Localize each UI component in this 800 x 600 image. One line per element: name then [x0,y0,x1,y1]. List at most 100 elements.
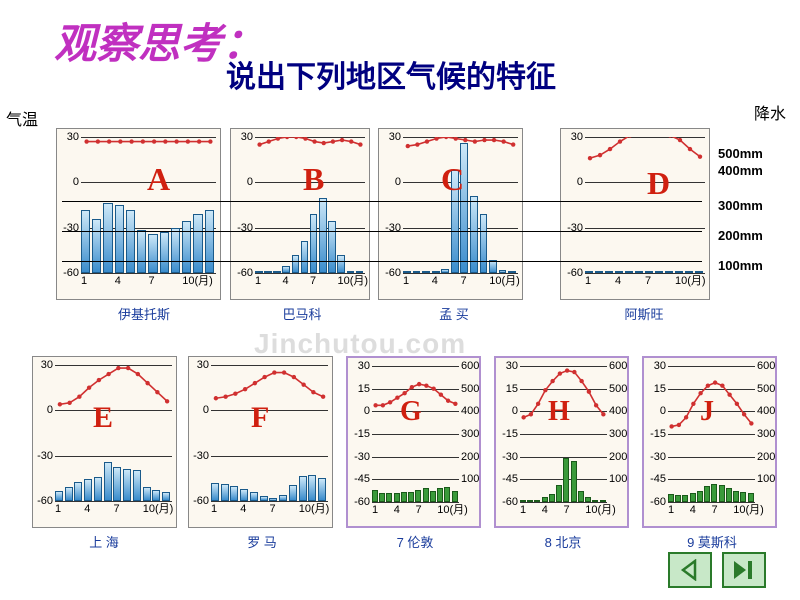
prev-button[interactable] [668,552,712,588]
precipitation-bars [520,366,607,502]
bar [84,479,92,501]
bar [655,271,663,273]
precipitation-bars [668,366,755,502]
bar [74,482,82,501]
y-right-tick-label: 200 [609,452,627,463]
bar [310,214,318,273]
bar [748,493,754,502]
plot-area: 300-30-6014710(月) [403,137,518,273]
climate-chart-D: 300-30-6014710(月)D [560,128,710,300]
next-button[interactable] [722,552,766,588]
bar [719,485,725,502]
y-tick-label: 15 [358,384,370,395]
precip-tick-label: 300mm [718,198,763,213]
bar [437,488,443,502]
bar [289,485,297,501]
y-tick-label: 30 [389,132,401,143]
y-tick-label: 30 [67,132,79,143]
x-tick-label: 1 [403,276,409,287]
y-tick-label: 0 [73,177,79,188]
bar [269,498,277,501]
bar [221,484,229,501]
x-tick-label: 7 [149,276,155,287]
bar [299,476,307,501]
y-right-tick-label: 300 [461,429,479,440]
x-tick-label: 7 [645,276,651,287]
x-tick-label: 4 [542,505,548,516]
bar [104,462,112,501]
climate-chart-H: 30150-15-30-45-6060050040030020010014710… [494,356,629,528]
left-axis-label: 气温 [6,106,38,130]
x-tick-label: 10(月) [143,504,174,515]
bar [585,497,591,502]
bar [115,205,124,273]
x-tick-label: 4 [690,505,696,516]
bar [635,271,643,273]
x-tick-label: 7 [712,505,718,516]
bar [675,271,683,273]
y-tick-label: -15 [354,429,370,440]
bar [740,492,746,502]
bar [592,500,598,502]
chart-location-name: 8 北京 [528,532,598,551]
bar [585,271,593,273]
y-tick-label: -45 [650,474,666,485]
chart-letter-A: A [147,161,170,198]
x-tick-label: 1 [55,504,61,515]
bar [264,271,272,273]
precip-tick-label: 400mm [718,163,763,178]
chart-letter-C: C [441,161,464,198]
y-tick-label: -30 [193,451,209,462]
watermark: Jinchutou.com [254,328,466,360]
bar [55,491,63,501]
chart-location-name: 7 伦敦 [380,532,450,551]
bar [113,467,121,501]
bar [103,203,112,273]
bar [685,271,693,273]
bar [126,210,135,273]
bar [520,500,526,502]
right-axis-label: 降水 [754,100,786,124]
precipitation-bars [211,365,328,501]
bar [675,495,681,502]
bar [386,493,392,502]
bar [441,269,449,273]
y-tick-label: 15 [654,384,666,395]
bar [549,494,555,502]
precip-tick-label: 500mm [718,146,763,161]
y-tick-label: -60 [37,496,53,507]
y-tick-label: -30 [237,223,253,234]
bar [279,495,287,501]
x-tick-label: 7 [461,276,467,287]
bar [92,219,101,273]
climate-chart-F: 300-30-6014710(月)F [188,356,333,528]
x-tick-label: 4 [283,276,289,287]
next-icon [730,559,758,581]
bar [133,470,141,501]
y-right-tick-label: 400 [757,406,775,417]
y-tick-label: -15 [502,429,518,440]
bar [571,461,577,502]
bar [152,490,160,501]
bar [260,496,268,501]
bar [81,210,90,273]
bar [423,488,429,502]
bar [143,487,151,501]
y-tick-label: -30 [567,223,583,234]
bar [578,491,584,502]
y-tick-label: -30 [354,452,370,463]
bar [665,271,673,273]
bar [605,271,613,273]
bar [356,271,364,273]
bar [211,483,219,501]
bar [563,458,569,502]
y-right-tick-label: 500 [757,384,775,395]
precipitation-bars [403,137,518,273]
bar [273,271,281,273]
chart-location-name: 罗 马 [232,532,292,551]
y-tick-label: 0 [512,406,518,417]
horizontal-guide [62,231,702,232]
y-tick-label: -30 [385,223,401,234]
y-tick-label: -60 [193,496,209,507]
x-tick-label: 10(月) [489,276,520,287]
